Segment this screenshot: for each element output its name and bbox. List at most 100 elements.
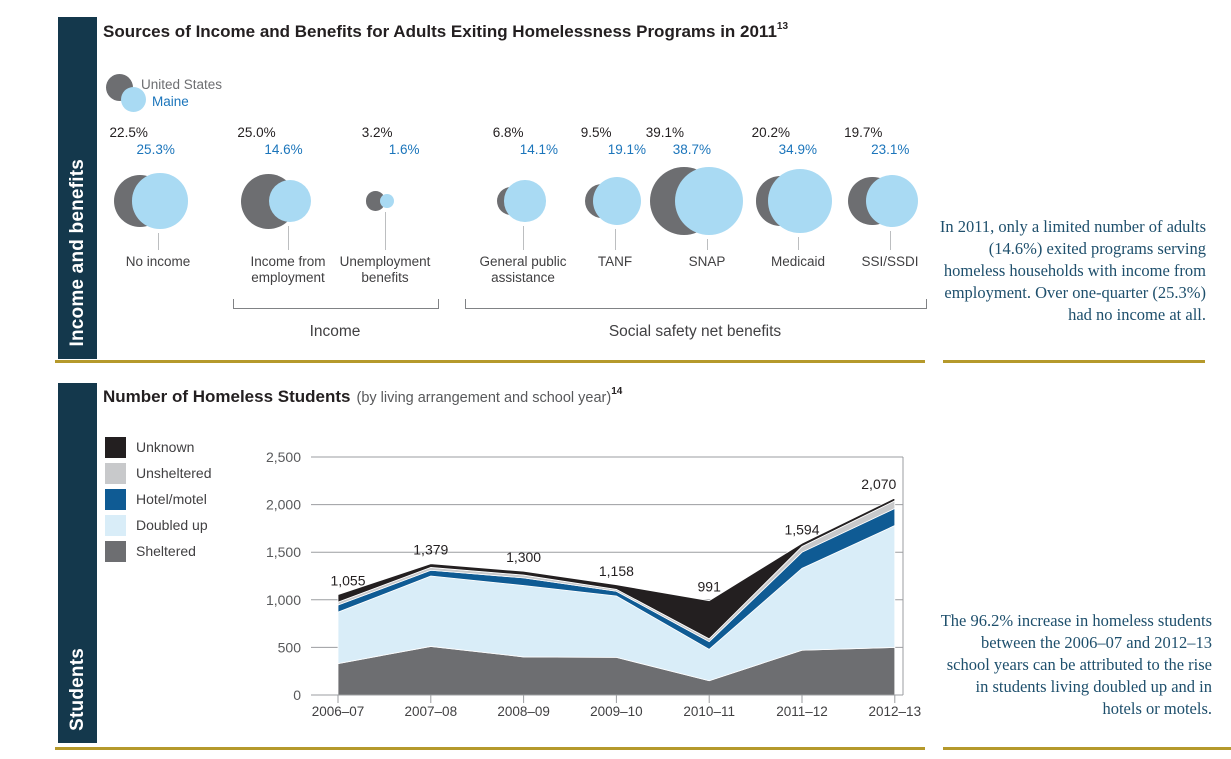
bubble-value-labels: 22.5% 25.3% — [110, 124, 175, 158]
section1-note-rule — [943, 360, 1205, 363]
maine-bubble — [674, 166, 744, 236]
safety-net-group-bracket — [465, 299, 927, 309]
total-label: 1,594 — [784, 521, 819, 537]
x-tick-label: 2008–09 — [497, 704, 550, 719]
bubble-category-label: SNAP — [688, 254, 726, 269]
maine-value-label: 38.7% — [672, 142, 711, 157]
us-value-label: 22.5% — [109, 125, 148, 140]
maine-legend-label: Maine — [152, 94, 189, 109]
x-tick-label: 2012–13 — [869, 704, 922, 719]
maine-value-label: 1.6% — [388, 142, 420, 157]
x-tick-label: 2007–08 — [405, 704, 458, 719]
y-tick-label: 500 — [278, 639, 302, 655]
legend-label: Unknown — [136, 439, 195, 455]
income-benefits-section-bar: Income and benefits — [58, 17, 97, 359]
us-value-label: 9.5% — [580, 125, 612, 140]
bubble-chart: 22.5% 25.3% No income 25.0% 14.6% Income from… — [110, 124, 919, 285]
y-tick-label: 2,000 — [266, 497, 301, 513]
bubble-category-label: Medicaid — [770, 254, 826, 269]
students-callout-note: The 96.2% increase in homeless students … — [940, 611, 1212, 718]
x-tick-label: 2011–12 — [776, 704, 828, 719]
total-label: 1,300 — [506, 549, 541, 565]
bubble-stem — [158, 232, 159, 250]
legend-item: Unsheltered — [105, 463, 265, 484]
total-label: 991 — [698, 579, 722, 595]
section2-rule — [55, 747, 925, 750]
bubble-stem — [798, 237, 799, 250]
us-value-label: 19.7% — [844, 125, 883, 140]
y-tick-label: 0 — [293, 687, 301, 703]
students-sidebar-label: Students — [66, 648, 88, 731]
total-label: 2,070 — [861, 476, 896, 492]
total-label: 1,379 — [413, 542, 448, 558]
income-callout-note: In 2011, only a limited number of adults… — [939, 217, 1206, 324]
maine-value-label: 23.1% — [871, 142, 910, 157]
us-value-label: 20.2% — [751, 125, 790, 140]
total-label: 1,158 — [599, 563, 634, 579]
bubble-value-labels: 20.2% 34.9% — [752, 124, 817, 158]
legend-label: Doubled up — [136, 517, 208, 533]
income-group-bracket — [233, 299, 439, 309]
bubble-stem — [523, 225, 524, 250]
maine-bubble — [504, 180, 546, 222]
maine-value-label: 25.3% — [136, 142, 175, 157]
x-tick-label: 2009–10 — [590, 704, 643, 719]
bubble-category-label: TANF — [597, 254, 633, 269]
bubble-stem — [385, 211, 386, 250]
bubble-value-labels: 9.5% 19.1% — [581, 124, 646, 158]
y-tick-label: 2,500 — [266, 449, 301, 465]
bubble-category-label: Income from employment — [250, 254, 326, 285]
maine-value-label: 19.1% — [607, 142, 646, 157]
students-chart-title-text: Number of Homeless Students — [103, 387, 351, 406]
legend-label: Hotel/motel — [136, 491, 207, 507]
maine-value-label: 14.1% — [519, 142, 559, 157]
bubble-value-labels: 25.0% 14.6% — [237, 124, 302, 158]
section2-note-rule — [943, 747, 1231, 750]
bubble-category-label: Unemployment benefits — [339, 254, 431, 285]
maine-value-label: 14.6% — [264, 142, 303, 157]
legend-swatch — [105, 463, 126, 484]
legend-swatch — [105, 515, 126, 536]
bubble-value-labels: 3.2% 1.6% — [362, 124, 420, 158]
students-section-bar: Students — [58, 383, 97, 743]
x-tick-label: 2006–07 — [312, 704, 365, 719]
bubble-stem — [288, 226, 289, 250]
us-value-label: 25.0% — [237, 125, 276, 140]
students-chart-title: Number of Homeless Students (by living ar… — [103, 386, 622, 407]
safety-net-group-label: Social safety net benefits — [608, 323, 782, 340]
legend-swatch — [105, 541, 126, 562]
maine-bubble — [865, 174, 919, 228]
y-tick-label: 1,000 — [266, 592, 301, 608]
legend-item: Unknown — [105, 437, 265, 458]
bubble-category-label: No income — [125, 254, 191, 269]
bubble-stem — [615, 229, 616, 250]
y-tick-label: 1,500 — [266, 544, 301, 560]
bubble-category-label: General public assistance — [479, 254, 567, 285]
us-value-label: 3.2% — [361, 125, 393, 140]
legend-item: Sheltered — [105, 541, 265, 562]
us-legend-label: United States — [141, 77, 223, 92]
x-tick-label: 2010–11 — [683, 704, 735, 719]
us-value-label: 39.1% — [645, 125, 684, 140]
legend-swatch — [105, 489, 126, 510]
income-group-label: Income — [309, 323, 361, 340]
total-label: 1,055 — [330, 573, 365, 589]
legend-swatch — [105, 437, 126, 458]
footnote-ref-13: 13 — [776, 21, 789, 33]
legend-item: Doubled up — [105, 515, 265, 536]
bubble-value-labels: 19.7% 23.1% — [844, 124, 909, 158]
area-layer-unknown — [337, 497, 896, 640]
maine-legend-circle — [121, 87, 146, 112]
income-chart-title-text: Sources of Income and Benefits for Adult… — [103, 22, 777, 41]
students-chart-subtitle: (by living arrangement and school year) — [356, 390, 612, 406]
legend-item: Hotel/motel — [105, 489, 265, 510]
legend-label: Unsheltered — [136, 465, 212, 481]
maine-bubble — [767, 168, 833, 234]
us-value-label: 6.8% — [492, 125, 524, 140]
bubble-stem — [707, 239, 708, 250]
students-area-chart: 0 500 1,000 1,500 2,000 2,500 2006–07 2007–08 20… — [266, 449, 922, 719]
income-chart-title: Sources of Income and Benefits for Adult… — [103, 21, 789, 42]
bubble-value-labels: 39.1% 38.7% — [646, 124, 711, 158]
bubble-category-label: SSI/SSDI — [861, 254, 919, 269]
